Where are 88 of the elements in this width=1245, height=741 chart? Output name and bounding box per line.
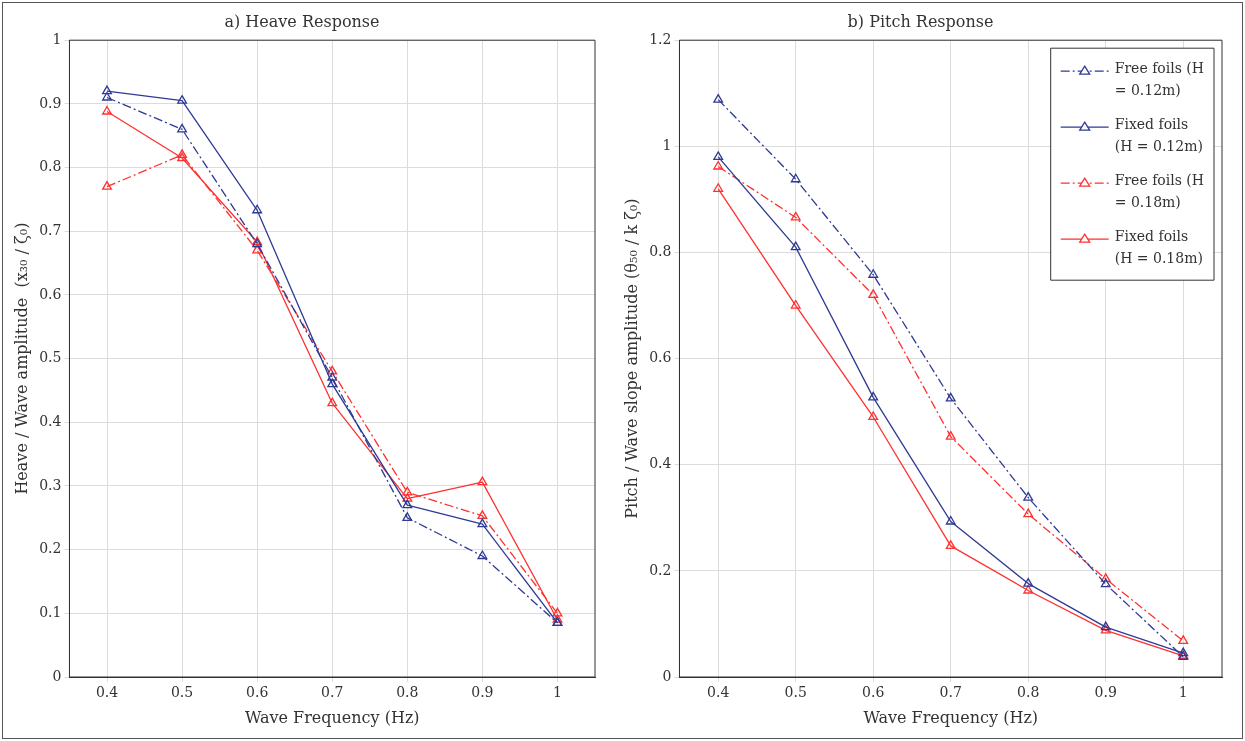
point [102, 85, 112, 95]
legend-label: Fixed foils (H = 0.12m) [1114, 115, 1203, 154]
point [102, 105, 112, 115]
point [1023, 508, 1034, 518]
point [402, 499, 413, 509]
point [1023, 491, 1034, 501]
y-tick-label: 0 [52, 667, 62, 684]
point [477, 550, 488, 560]
point [713, 160, 724, 170]
point [1100, 578, 1111, 588]
y-tick-label: 1 [52, 30, 62, 47]
x-tick-label: 0.6 [862, 684, 885, 701]
x-tick-label: 0.7 [321, 684, 344, 701]
y-tick-label: 1.2 [649, 30, 672, 47]
point [402, 493, 413, 502]
y-tick-label: 1 [662, 136, 672, 153]
y-tick-label: 0.4 [649, 455, 672, 472]
point [177, 123, 188, 133]
x-tick-label: 0.6 [246, 684, 269, 701]
point [945, 540, 956, 550]
point [252, 244, 263, 254]
x-tick-label: 0.5 [170, 684, 194, 701]
point [713, 151, 724, 161]
point [177, 149, 188, 158]
point [1023, 584, 1034, 594]
y-tick-label: 0.6 [649, 349, 672, 366]
point [790, 211, 801, 221]
point [177, 152, 188, 162]
point [868, 289, 879, 299]
y-axis-title: Pitch / Wave slope amplitude (θ₅₀ / k ζ₀) [621, 198, 641, 519]
x-tick-label: 0.4 [707, 684, 730, 701]
point [945, 430, 956, 440]
point [945, 515, 956, 525]
legend-label: Free foils (H = 0.18m) [1114, 171, 1205, 210]
x-tick-label: 1 [553, 684, 562, 701]
y-tick-label: 0.9 [39, 94, 62, 111]
legend-label: Free foils (H = 0.12m) [1114, 59, 1205, 98]
point [102, 181, 112, 190]
point [477, 518, 488, 528]
chart-title: b) Pitch Response [847, 11, 994, 31]
y-tick-label: 0.8 [39, 158, 62, 175]
legend-label: Fixed foils (H = 0.18m) [1114, 227, 1203, 266]
x-axis-title: Wave Frequency (Hz) [244, 707, 420, 727]
point [868, 391, 879, 401]
point [252, 204, 263, 214]
point [402, 512, 413, 521]
point [790, 173, 801, 183]
x-axis-title: Wave Frequency (Hz) [863, 707, 1039, 727]
point [327, 365, 338, 375]
y-axis-title: Heave / Wave amplitude (x₃₀ / ζ₀) [11, 222, 31, 495]
point [327, 378, 338, 388]
point [102, 91, 112, 101]
point [790, 299, 801, 309]
x-tick-label: 0.8 [1017, 684, 1040, 701]
point [945, 392, 956, 402]
y-tick-label: 0.3 [39, 476, 62, 493]
point [790, 241, 801, 251]
point [477, 476, 488, 486]
point [1023, 577, 1034, 587]
x-tick-label: 0.9 [471, 684, 494, 701]
x-tick-label: 0.8 [396, 684, 419, 701]
point [1100, 573, 1111, 582]
point [1178, 635, 1189, 645]
point [327, 372, 338, 381]
point [868, 411, 879, 421]
y-tick-label: 0.2 [649, 561, 672, 578]
point [177, 95, 188, 104]
x-tick-label: 0.4 [95, 684, 119, 701]
x-tick-label: 0.7 [939, 684, 962, 701]
y-tick-label: 0.7 [39, 221, 62, 238]
point [868, 269, 879, 278]
y-tick-label: 0.6 [39, 285, 62, 302]
point [713, 183, 724, 192]
y-tick-label: 0.8 [649, 243, 672, 260]
point [402, 486, 413, 496]
y-tick-label: 0.2 [39, 540, 62, 557]
x-tick-label: 0.5 [784, 684, 807, 701]
point [327, 397, 338, 407]
point [552, 607, 563, 617]
x-tick-label: 0.9 [1094, 684, 1117, 701]
point [713, 93, 724, 103]
y-tick-label: 0.5 [39, 349, 62, 366]
x-tick-label: 1 [1178, 684, 1188, 701]
y-tick-label: 0 [662, 667, 672, 684]
chart-title: a) Heave Response [224, 11, 380, 31]
y-tick-label: 0.1 [39, 603, 62, 620]
point [477, 510, 488, 520]
y-tick-label: 0.4 [39, 412, 62, 429]
